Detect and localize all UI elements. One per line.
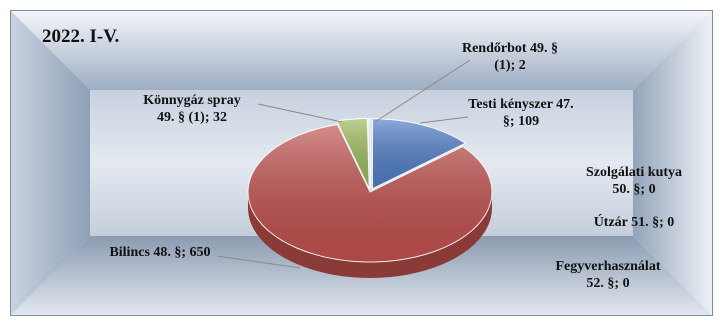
pie-slice-sheen [368,118,370,189]
data-label-line: Bilincs 48. §; 650 [109,245,210,260]
data-label-line: Fegyverhasználat [556,259,661,274]
pie-plot [247,117,493,278]
data-label-line: Rendőrbot 49. § [462,41,558,56]
pie-slice-sheen [248,124,492,262]
pie-slice-sheen [336,118,370,189]
data-label-testi-kenyszer-47: Testi kényszer 47. §; 109 [468,97,573,129]
data-label-line: §; 109 [503,114,539,129]
pie-slice-side-bilincs-48-650 [248,192,492,278]
data-label-utzar-51-0: Útzár 51. §; 0 [594,213,675,230]
data-label-line: Szolgálati kutya [586,165,682,180]
data-label-line: 50. §; 0 [612,182,655,197]
leader-line-testi-kenyszer-47 [419,116,469,124]
pie-labels: Testi kényszer 47. §; 109 Szolgálati kutya… [109,41,682,291]
data-label-konnygaz-spray: Könnygáz spray 49. § (1); 32 [143,93,241,125]
pie-slice-sheen [372,118,466,189]
data-label-bilincs-48-650: Bilincs 48. §; 650 [109,245,210,260]
chart-title: 2022. I-V. [42,26,119,47]
data-label-rendorbot-49: Rendőrbot 49. § (1); 2 [462,41,558,73]
data-label-line: 52. §; 0 [586,276,629,291]
data-label-line: Útzár 51. §; 0 [594,213,675,230]
leader-line-rendorbot-49 [374,59,471,123]
data-label-line: Könnygáz spray [143,93,241,108]
data-label-line: 49. § (1); 32 [157,110,227,125]
data-label-fegyverhasznalat: Fegyverhasználat 52. §; 0 [556,259,661,291]
data-label-szolgalati-kutya: Szolgálati kutya 50. §; 0 [586,165,682,197]
data-label-line: (1); 2 [494,58,526,73]
data-label-line: Testi kényszer 47. [468,97,573,112]
leader-line-konnygaz-spray [257,103,343,123]
leader-line-bilincs-48-650 [216,255,301,269]
